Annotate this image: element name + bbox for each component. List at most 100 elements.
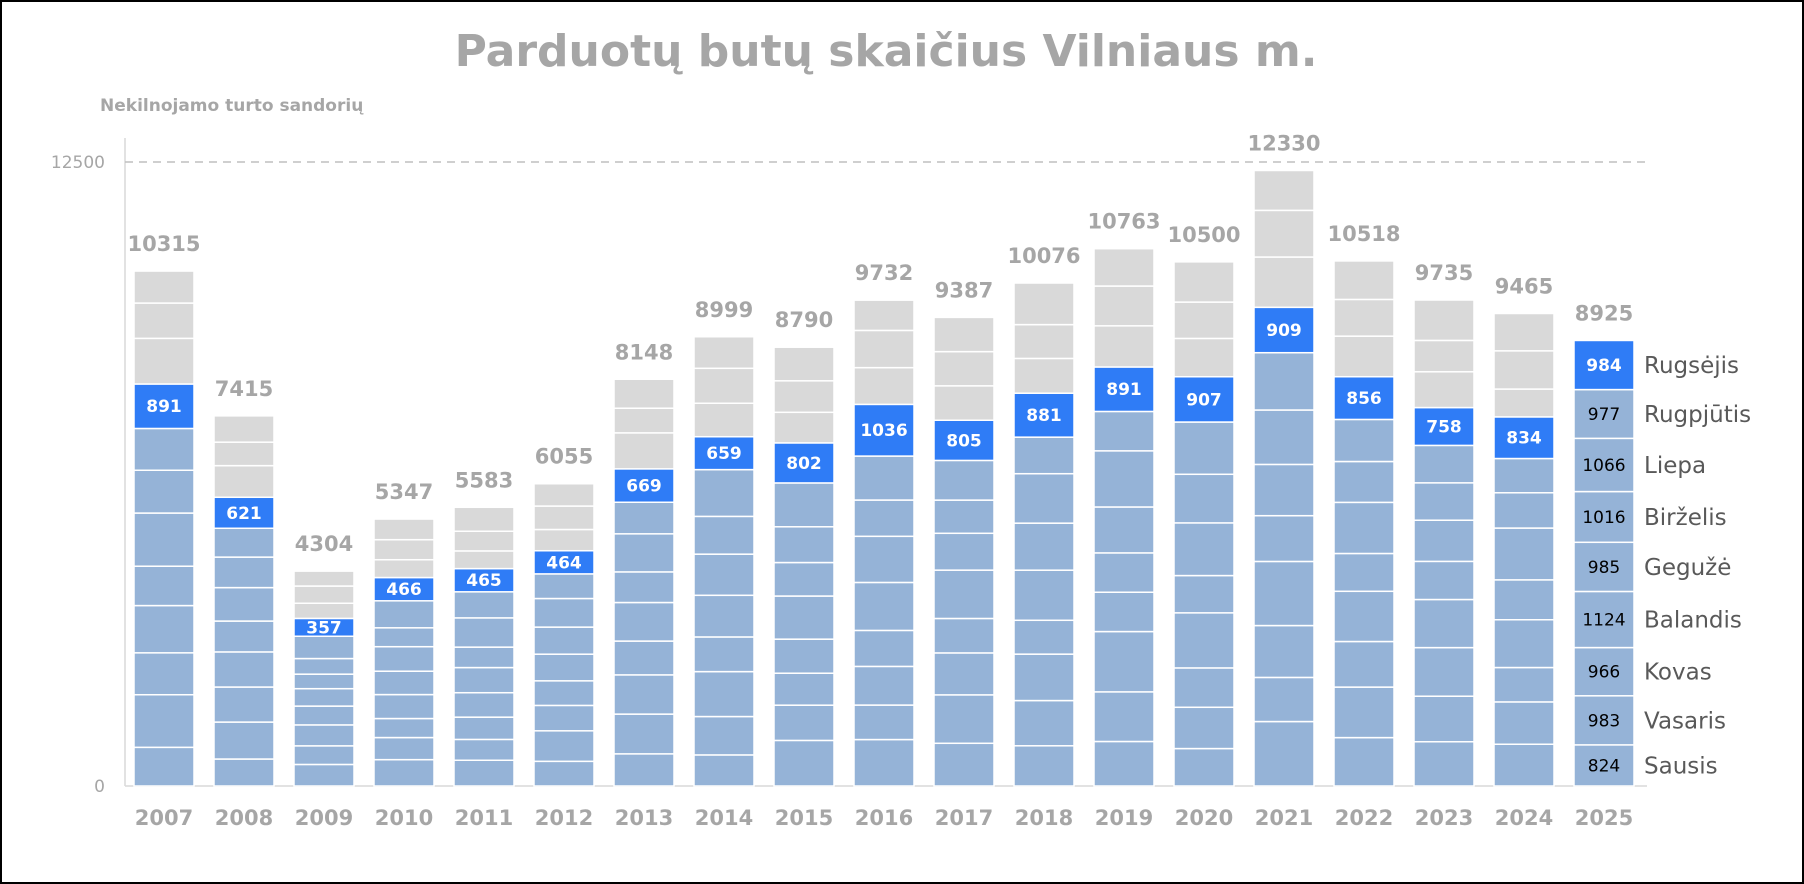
bar-segment-rest <box>1093 247 1155 287</box>
bar-segment-rest <box>1333 298 1395 337</box>
bar-segment-rest <box>453 550 515 570</box>
bar-segment-month <box>1253 351 1315 411</box>
bar-segment-rest <box>533 482 595 507</box>
bar-segment-month <box>213 586 275 622</box>
bar-segment-month <box>213 686 275 723</box>
bar-segment-rest <box>1333 335 1395 378</box>
bar-segment-month <box>693 754 755 787</box>
bar-segment-month <box>1413 444 1475 484</box>
bar-segment-month <box>933 742 995 787</box>
bar-segment-month <box>133 604 195 654</box>
bar-segment-month <box>613 533 675 573</box>
september-value-label: 466 <box>386 580 422 600</box>
bar-segment-month <box>773 739 835 787</box>
bar-segment-month <box>373 693 435 720</box>
bar-segment-month <box>853 581 915 632</box>
bar-segment-month <box>933 532 995 571</box>
bar-segment-month <box>1573 490 1635 544</box>
bar-segment-month <box>133 746 195 787</box>
bar-segment-month <box>533 680 595 707</box>
bar-segment-rest <box>1013 323 1075 360</box>
month-name-label: Kovas <box>1644 660 1712 686</box>
september-value-label: 669 <box>626 477 662 497</box>
bar-segment-month <box>693 715 755 756</box>
bar-segment-month <box>933 569 995 620</box>
bar-segment-rest <box>133 337 195 385</box>
bar-total-label: 9465 <box>1495 275 1553 299</box>
bar-segment-month <box>613 601 675 642</box>
bar-total-label: 8148 <box>615 340 673 364</box>
month-name-label: Liepa <box>1644 453 1706 479</box>
bar-segment-month <box>293 763 355 787</box>
bar-segment-month <box>533 573 595 600</box>
bar-segment-rest <box>1413 299 1475 342</box>
bar-segment-month <box>133 469 195 514</box>
bar-segment-september <box>1253 306 1315 354</box>
september-value-label: 805 <box>946 431 982 451</box>
bar-segment-month <box>853 455 915 501</box>
bar-segment-month <box>1093 450 1155 508</box>
bar-segment-rest <box>373 538 435 561</box>
september-value-label: 357 <box>306 618 342 638</box>
month-name-label: Rugsėjis <box>1644 353 1739 379</box>
september-value-label: 881 <box>1026 406 1062 426</box>
x-tick-label: 2013 <box>615 806 673 830</box>
bar-segment-month <box>1173 706 1235 750</box>
bar-segment-month <box>1493 457 1555 494</box>
bar-total-label: 4304 <box>295 532 353 556</box>
bar-segment-rest <box>133 302 195 340</box>
september-value-label: 891 <box>146 397 182 417</box>
bar-segment-month <box>453 691 515 718</box>
bar-segment-rest <box>613 407 675 434</box>
september-value-label: 802 <box>786 454 822 474</box>
bar-segment-month <box>133 427 195 471</box>
bar-segment-month <box>293 724 355 747</box>
x-tick-label: 2018 <box>1015 806 1073 830</box>
bar-segment-rest <box>1173 337 1235 378</box>
september-value-label: 891 <box>1106 380 1142 400</box>
x-tick-label: 2022 <box>1335 806 1393 830</box>
bar-segment-rest <box>533 528 595 552</box>
bar-segment-rest <box>853 299 915 332</box>
bar-segment-month <box>373 736 435 761</box>
bar-segment-rest <box>1333 260 1395 301</box>
bar-segment-rest <box>1253 256 1315 309</box>
bar-segment-rest <box>693 402 755 438</box>
bar-segment-rest <box>613 432 675 470</box>
bar-segment-month <box>373 600 435 629</box>
bar-segment-month <box>933 652 995 696</box>
month-name-label: Balandis <box>1644 608 1742 634</box>
bar-segment-month <box>1333 590 1395 643</box>
bar-segment-month <box>933 694 995 745</box>
bar-segment-month <box>213 651 275 688</box>
x-tick-label: 2024 <box>1495 806 1553 830</box>
bar-segment-month <box>133 652 195 696</box>
bar-segment-rest <box>693 336 755 370</box>
x-tick-label: 2021 <box>1255 806 1313 830</box>
september-value-label: 621 <box>226 504 262 524</box>
bar-segment-month <box>1253 463 1315 517</box>
bar-segment-september <box>1573 339 1635 391</box>
bar-segment-month <box>533 704 595 732</box>
month-value-label: 1124 <box>1582 611 1625 631</box>
bar-segment-month <box>1493 666 1555 703</box>
bar-segment-rest <box>933 385 995 421</box>
bar-segment-rest <box>293 585 355 604</box>
bar-segment-rest <box>693 367 755 404</box>
bar-segment-month <box>213 527 275 558</box>
bar-total-label: 10076 <box>1007 244 1080 268</box>
bar-segment-month <box>373 758 435 787</box>
bar-segment-month <box>373 717 435 739</box>
x-tick-label: 2017 <box>935 806 993 830</box>
bar-segment-month <box>293 635 355 660</box>
bar-segment-rest <box>773 411 835 444</box>
september-value-label: 856 <box>1346 389 1382 409</box>
bar-segment-rest <box>853 329 915 369</box>
bar-segment-rest <box>293 602 355 620</box>
bar-segment-month <box>1173 612 1235 669</box>
bar-segment-month <box>373 645 435 672</box>
bar-segment-month <box>1573 590 1635 649</box>
bar-segment-rest <box>773 346 835 382</box>
bar-segment-month <box>1013 699 1075 747</box>
